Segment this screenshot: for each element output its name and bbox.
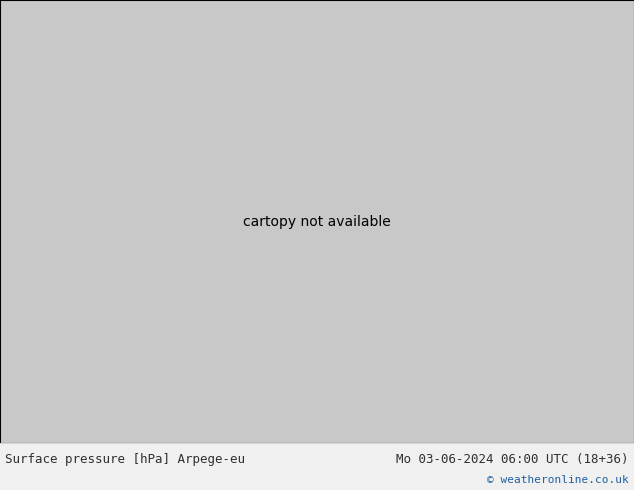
Text: © weatheronline.co.uk: © weatheronline.co.uk <box>488 475 629 485</box>
Text: Mo 03-06-2024 06:00 UTC (18+36): Mo 03-06-2024 06:00 UTC (18+36) <box>396 453 629 466</box>
Text: cartopy not available: cartopy not available <box>243 215 391 229</box>
Text: Surface pressure [hPa] Arpege-eu: Surface pressure [hPa] Arpege-eu <box>5 453 245 466</box>
